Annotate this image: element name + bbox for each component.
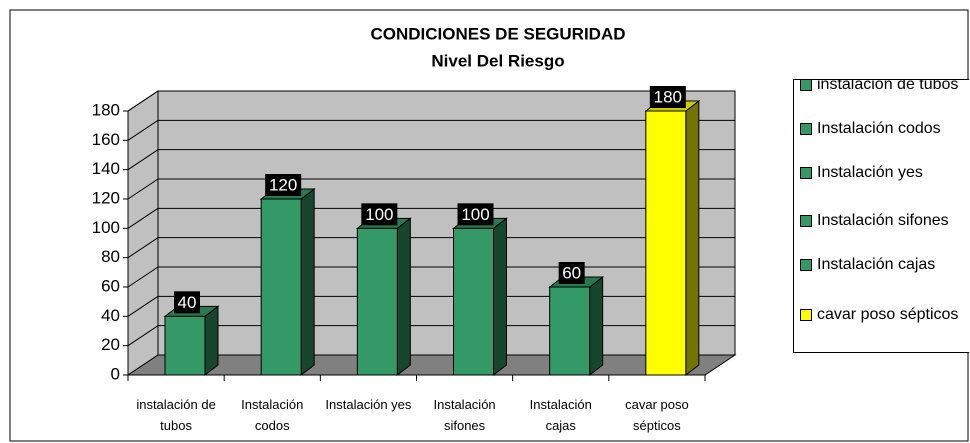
value-label-bg	[265, 174, 302, 196]
legend-item: cavar poso sépticos	[800, 304, 969, 326]
bar	[453, 227, 494, 376]
value-label-bg	[361, 203, 398, 226]
value-label: 40	[178, 293, 197, 312]
y-tick-label: 140	[92, 159, 120, 178]
grid-line	[127, 207, 159, 229]
bar-side	[204, 305, 219, 377]
y-tick-label: 80	[101, 247, 120, 266]
legend-item: Instalación codos	[800, 118, 969, 140]
value-label-bg	[558, 262, 585, 284]
legend-swatch	[800, 80, 812, 91]
legend-label: cavar poso sépticos	[817, 306, 959, 323]
grid-line	[127, 178, 159, 200]
x-tick-label: instalación de tubos	[136, 397, 216, 433]
bar	[356, 227, 398, 376]
bar	[645, 110, 687, 376]
value-label: 100	[365, 205, 393, 224]
value-label-bg	[174, 291, 200, 314]
chart-title: CONDICIONES DE SEGURIDAD	[370, 24, 625, 43]
legend: instalación de tubos Instalación codos Ins…	[793, 79, 969, 353]
y-tick-label: 160	[92, 130, 120, 149]
y-tick-label: 180	[92, 100, 120, 119]
legend-item: Instalación cajas	[800, 254, 969, 276]
grid-line	[127, 90, 159, 112]
bar	[260, 198, 302, 376]
value-label: 120	[269, 175, 297, 194]
legend-item: instalación de tubos	[800, 79, 969, 96]
value-label-group: 120	[265, 174, 302, 196]
bar	[549, 286, 591, 376]
y-tick-label: 100	[92, 218, 120, 237]
x-tick-label: Instalación sifones	[433, 397, 496, 433]
side-wall	[127, 90, 159, 376]
bar-side	[396, 217, 411, 377]
x-tick-label: Instalación cajas	[529, 397, 592, 433]
floor	[126, 354, 737, 376]
grid-line	[127, 266, 159, 288]
chart-subtitle: Nivel Del Riesgo	[431, 51, 564, 70]
value-label: 100	[461, 205, 489, 224]
y-tick-label: 120	[92, 188, 120, 207]
grid-line	[127, 119, 159, 141]
value-label-bg	[649, 86, 686, 108]
bar-side	[300, 187, 315, 377]
value-label-group: 100	[361, 203, 398, 226]
value-label-group: 180	[649, 86, 686, 108]
y-tick-label: 20	[101, 335, 120, 354]
grid-line	[127, 149, 159, 171]
bar-side	[589, 275, 604, 377]
bar-side	[493, 217, 507, 377]
y-tick-label: 60	[101, 276, 120, 295]
y-tick-label: 40	[101, 306, 120, 325]
value-label-group: 100	[457, 203, 494, 226]
value-label: 60	[562, 263, 581, 282]
grid-line	[127, 237, 159, 259]
bar-side	[685, 99, 700, 377]
legend-label: Instalación sifones	[817, 212, 949, 229]
legend-item: Instalación sifones	[800, 210, 969, 232]
value-label-bg	[457, 203, 494, 226]
legend-label: Instalación yes	[817, 164, 923, 181]
grid-line	[127, 295, 159, 317]
value-label-group: 40	[174, 291, 200, 314]
value-label-group: 60	[558, 262, 585, 284]
legend-swatch	[800, 259, 812, 271]
x-tick-label: cavar poso sépticos	[625, 397, 689, 433]
legend-swatch	[800, 123, 812, 135]
legend-swatch	[800, 309, 812, 321]
y-tick-label: 0	[111, 364, 120, 383]
x-tick-label: Instalación yes	[325, 397, 412, 412]
legend-label: Instalación codos	[817, 120, 941, 137]
x-tick-label: Instalación codos	[241, 397, 304, 433]
grid-line	[127, 325, 159, 347]
legend-label: instalación de tubos	[817, 79, 959, 93]
bar	[164, 315, 206, 376]
legend-swatch	[800, 167, 812, 179]
legend-item: Instalación yes	[800, 162, 969, 184]
value-label: 180	[654, 87, 682, 106]
legend-swatch	[800, 215, 812, 227]
legend-label: Instalación cajas	[817, 256, 936, 273]
